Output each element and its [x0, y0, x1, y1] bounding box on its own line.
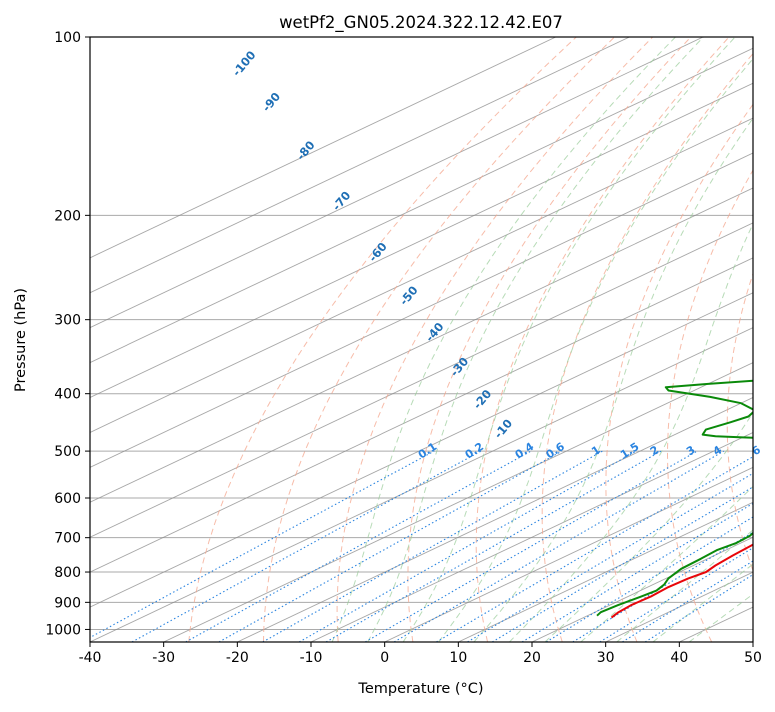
y-tick-label: 300 [54, 313, 81, 329]
y-tick-label: 600 [54, 491, 81, 507]
y-tick-label: 1000 [45, 622, 81, 638]
y-tick-label: 900 [54, 595, 81, 611]
y-tick-label: 400 [54, 387, 81, 403]
y-axis-label: Pressure (hPa) [13, 288, 29, 392]
x-axis-label: Temperature (°C) [357, 681, 483, 697]
x-tick-label: -10 [300, 650, 323, 666]
x-tick-label: -30 [152, 650, 175, 666]
x-tick-label: 0 [380, 650, 389, 666]
x-tick-label: 40 [670, 650, 688, 666]
x-tick-label: 50 [744, 650, 762, 666]
chart-title: wetPf2_GN05.2024.322.12.42.E07 [279, 13, 563, 33]
x-tick-label: 10 [449, 650, 467, 666]
y-tick-label: 800 [54, 565, 81, 581]
x-tick-label: 20 [523, 650, 541, 666]
x-tick-label: 30 [597, 650, 615, 666]
y-tick-label: 200 [54, 208, 81, 224]
x-tick-label: -20 [226, 650, 249, 666]
y-tick-label: 500 [54, 444, 81, 460]
x-tick-label: -40 [79, 650, 102, 666]
y-tick-label: 100 [54, 30, 81, 46]
y-tick-label: 700 [54, 531, 81, 547]
